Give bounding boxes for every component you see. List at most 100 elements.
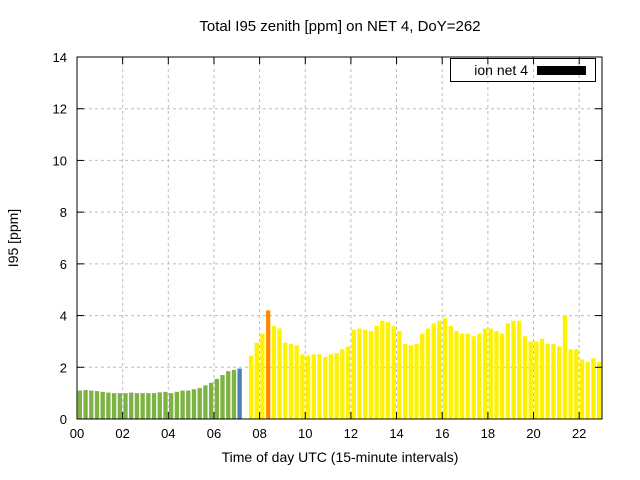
bar: [488, 328, 493, 419]
bar: [169, 393, 174, 419]
bar: [482, 328, 488, 419]
bar: [539, 338, 545, 419]
x-tick-label: 16: [435, 426, 449, 441]
bar: [574, 349, 579, 419]
x-axis-label: Time of day UTC (15-minute intervals): [222, 449, 459, 465]
bar: [157, 392, 162, 419]
bar: [191, 389, 197, 419]
bar: [385, 322, 391, 419]
bar: [89, 390, 94, 419]
bar: [123, 393, 128, 419]
bar: [460, 333, 465, 419]
bar: [220, 375, 225, 419]
bar: [237, 368, 242, 419]
bar: [151, 393, 157, 419]
y-tick-label: 14: [53, 50, 67, 65]
bar: [117, 393, 122, 419]
x-tick-label: 04: [161, 426, 175, 441]
y-tick-label: 10: [53, 153, 67, 168]
bar: [414, 344, 419, 419]
bar: [528, 341, 533, 419]
bar: [534, 341, 539, 419]
x-tick-label: 20: [526, 426, 540, 441]
bar: [437, 320, 442, 419]
bar: [585, 362, 590, 419]
legend-label: ion net 4: [474, 62, 528, 78]
bar: [94, 391, 100, 419]
bar: [83, 390, 88, 419]
x-tick-label: 06: [207, 426, 221, 441]
bar: [477, 333, 482, 419]
bar: [568, 349, 573, 419]
x-tick-label: 02: [115, 426, 129, 441]
bar: [420, 333, 425, 419]
bar: [402, 344, 408, 419]
y-tick-label: 2: [60, 360, 67, 375]
legend: ion net 4: [450, 58, 596, 82]
bar: [562, 315, 568, 419]
bar: [511, 320, 516, 419]
bar: [522, 336, 528, 419]
bar: [374, 325, 379, 419]
x-tick-label: 18: [481, 426, 495, 441]
bar: [334, 353, 339, 419]
bar: [391, 325, 396, 419]
bar: [208, 382, 214, 419]
bar: [363, 329, 368, 419]
bar: [146, 393, 151, 419]
bar: [551, 344, 556, 419]
bar: [557, 346, 562, 419]
bar: [163, 391, 168, 419]
legend-box: [450, 58, 596, 82]
bar: [180, 390, 185, 419]
bar: [140, 393, 145, 419]
bar: [203, 385, 208, 419]
bar: [277, 328, 282, 419]
x-tick-label: 00: [70, 426, 84, 441]
bar: [254, 342, 259, 419]
bar: [425, 328, 431, 419]
bar: [100, 391, 105, 419]
y-tick-label: 6: [60, 257, 67, 272]
y-tick-label: 8: [60, 205, 67, 220]
y-tick-label: 4: [60, 309, 67, 324]
bar: [448, 325, 453, 419]
bar: [328, 354, 334, 419]
bar: [591, 358, 596, 419]
bar: [248, 355, 254, 419]
bar: [340, 349, 345, 419]
bar: [317, 354, 322, 419]
x-tick-label: 08: [252, 426, 266, 441]
y-axis-label: I95 [ppm]: [5, 209, 21, 267]
bar: [197, 387, 202, 419]
bar: [129, 392, 134, 419]
bar: [494, 331, 499, 419]
bar: [368, 331, 374, 419]
bar: [294, 345, 299, 419]
bar: [174, 391, 180, 419]
bar: [300, 354, 305, 419]
bar: [408, 345, 413, 419]
bar: [442, 318, 448, 419]
bar: [505, 323, 510, 419]
bar: [499, 333, 505, 419]
bar: [323, 356, 328, 419]
bar: [106, 392, 111, 419]
bar: [311, 354, 316, 419]
x-tick-label: 14: [389, 426, 403, 441]
bar: [266, 310, 271, 419]
x-tick-label: 22: [572, 426, 586, 441]
bar: [380, 320, 385, 419]
bar: [288, 344, 294, 419]
bar: [351, 329, 356, 419]
bar: [596, 362, 602, 419]
bar: [465, 333, 471, 419]
bar: [397, 331, 402, 419]
bar: [260, 333, 265, 419]
grid-layer: [77, 57, 602, 419]
bar: [579, 359, 585, 419]
y-tick-label: 12: [53, 102, 67, 117]
bar: [517, 320, 522, 419]
bar: [305, 355, 311, 419]
bar: [231, 369, 237, 419]
